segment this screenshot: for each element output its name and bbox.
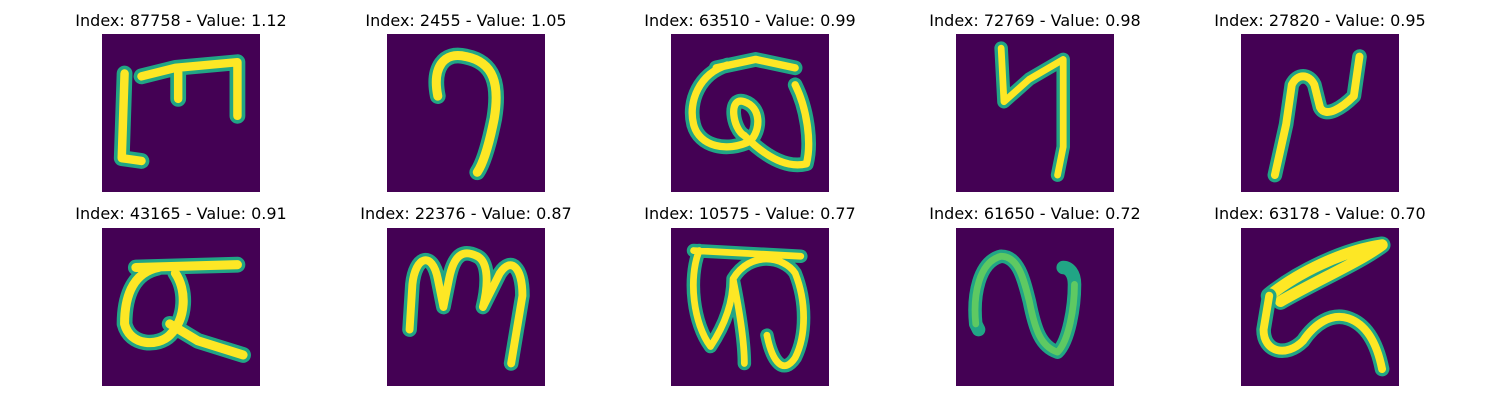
panel-title: Index: 61650 - Value: 0.72: [929, 204, 1141, 223]
panel-title: Index: 87758 - Value: 1.12: [75, 11, 287, 30]
character-image-panel: [956, 228, 1114, 386]
handwritten-glyph-image: [968, 249, 1082, 359]
character-image-panel: [671, 34, 829, 192]
handwritten-glyph-image: [686, 243, 811, 373]
panel-title: Index: 27820 - Value: 0.95: [1214, 11, 1426, 30]
handwritten-glyph-image: [428, 47, 505, 181]
panel-title: Index: 63510 - Value: 0.99: [644, 11, 856, 30]
character-image-panel: [102, 34, 260, 192]
character-image-panel: [671, 228, 829, 386]
character-image-panel: [1241, 228, 1399, 386]
panel-title: Index: 22376 - Value: 0.87: [360, 204, 572, 223]
panel-title: Index: 10575 - Value: 0.77: [644, 204, 856, 223]
character-image-panel: [387, 34, 545, 192]
handwritten-glyph-image: [684, 52, 816, 173]
handwritten-glyph-image: [402, 246, 530, 371]
character-image-panel: [387, 228, 545, 386]
handwritten-glyph-image: [1267, 49, 1367, 183]
panel-title: Index: 63178 - Value: 0.70: [1214, 204, 1426, 223]
panel-title: Index: 2455 - Value: 1.05: [365, 11, 567, 30]
character-image-panel: [1241, 34, 1399, 192]
handwritten-glyph-image: [1256, 236, 1391, 377]
panel-title: Index: 43165 - Value: 0.91: [75, 204, 287, 223]
handwritten-glyph-image: [116, 256, 251, 363]
handwritten-glyph-image: [994, 41, 1070, 182]
character-image-panel: [102, 228, 260, 386]
panel-title: Index: 72769 - Value: 0.98: [929, 11, 1141, 30]
character-image-panel: [956, 34, 1114, 192]
handwritten-glyph-image: [113, 54, 246, 169]
